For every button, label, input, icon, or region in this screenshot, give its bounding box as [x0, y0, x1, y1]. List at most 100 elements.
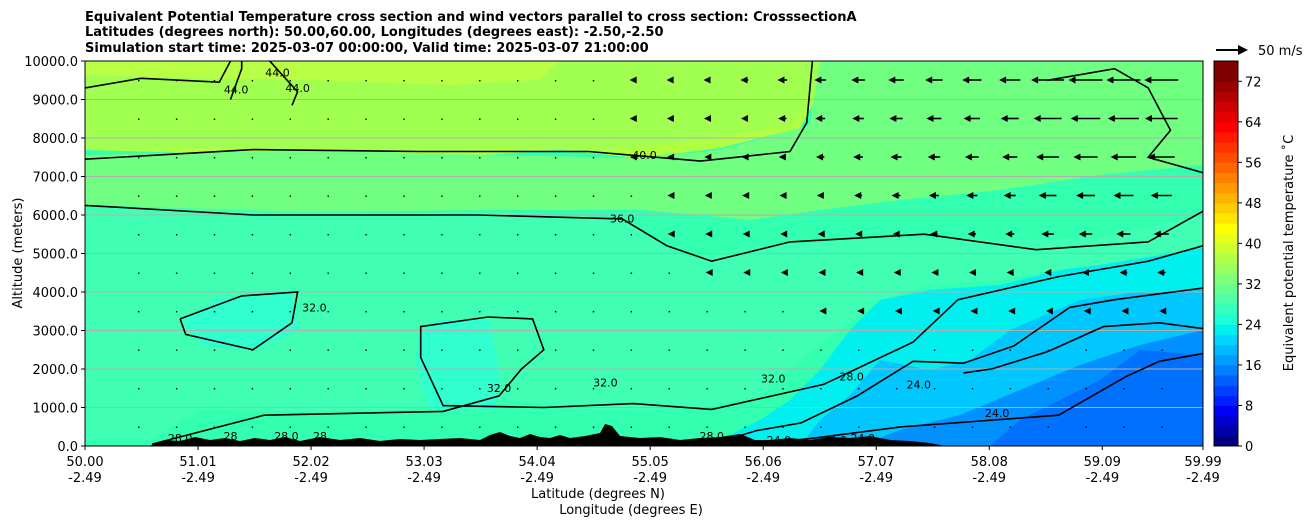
x-tick-label-lon: -2.49 — [746, 471, 780, 486]
wind-vector — [1000, 115, 1019, 122]
y-tick-label: 6000.0 — [33, 209, 79, 224]
quiver-key-arrowhead — [1238, 45, 1248, 55]
field-band-40b — [85, 61, 560, 85]
wind-vector — [592, 195, 595, 197]
colorbar: 0 8 16 24 32 40 48 56 64 72 — [1213, 60, 1262, 455]
colorbar-segment — [1214, 375, 1238, 386]
wind-vector — [517, 234, 519, 236]
contour-label: 28.0 — [839, 371, 864, 384]
wind-vector — [742, 230, 750, 238]
wind-vector — [213, 234, 216, 236]
colorbar-segment — [1214, 273, 1238, 285]
wind-vector — [820, 349, 822, 351]
colorbar-segment — [1214, 334, 1238, 346]
wind-vector — [896, 388, 898, 390]
wind-vector — [925, 76, 943, 84]
contour-label: 28.0 — [168, 432, 193, 445]
wind-vector — [327, 426, 329, 428]
wind-vector — [706, 349, 708, 351]
wind-vector — [1073, 153, 1098, 161]
wind-vector — [741, 115, 749, 122]
wind-vector — [890, 153, 902, 161]
wind-vector — [896, 426, 898, 428]
wind-vector — [251, 272, 254, 274]
wind-vector — [893, 269, 901, 276]
wind-vector — [668, 272, 670, 274]
wind-vector — [479, 272, 481, 274]
contour-label: 44.0 — [265, 66, 290, 79]
wind-vector — [742, 192, 750, 199]
colorbar-segment — [1214, 142, 1238, 153]
wind-vector — [365, 426, 367, 428]
wind-vector — [851, 76, 865, 84]
wind-vector — [932, 307, 940, 315]
wind-vector — [705, 269, 713, 276]
colorbar-segment — [1214, 344, 1238, 356]
wind-vector — [592, 234, 595, 236]
wind-vector — [365, 80, 367, 82]
wind-vector — [889, 115, 903, 122]
wind-vector — [782, 311, 784, 313]
x-tick-label-lat: 51.01 — [179, 455, 216, 470]
wind-vector — [1119, 269, 1128, 276]
wind-vector — [933, 349, 936, 351]
wind-vector — [138, 234, 140, 236]
wind-vector — [1078, 230, 1093, 238]
wind-vector — [892, 230, 900, 238]
colorbar-segment — [1214, 415, 1238, 427]
y-tick-label: 8000.0 — [33, 132, 79, 147]
colorbar-tick-label: 0 — [1245, 440, 1253, 455]
colorbar-segment — [1214, 314, 1238, 325]
wind-vector — [592, 349, 595, 351]
x-tick-label-lon: -2.49 — [1085, 471, 1119, 486]
wind-vector — [251, 80, 254, 82]
wind-vector — [175, 349, 178, 351]
field-band-36 — [85, 61, 1203, 220]
wind-vector — [630, 388, 633, 390]
wind-vector — [814, 76, 827, 84]
wind-vector — [289, 388, 291, 390]
wind-vector — [1123, 426, 1125, 428]
contour-line-44 — [229, 61, 243, 100]
wind-vector — [630, 195, 633, 197]
wind-vector — [967, 230, 976, 238]
wind-vector — [327, 80, 329, 82]
contour-line-24 — [756, 352, 1203, 445]
wind-vector — [1045, 307, 1053, 315]
wind-vector — [1121, 307, 1129, 315]
x-tick-label-lon: -2.49 — [181, 471, 215, 486]
wind-vector — [441, 426, 443, 428]
wind-vector — [1009, 349, 1012, 351]
contour-label: 40.0 — [632, 149, 657, 162]
wind-vector — [592, 157, 595, 159]
wind-vector — [971, 426, 974, 428]
wind-vector — [554, 311, 557, 313]
wind-vector — [289, 195, 291, 197]
wind-vector — [592, 80, 595, 82]
x-tick-label-lon: -2.49 — [294, 471, 328, 486]
wind-vector — [251, 195, 254, 197]
contour-line-40 — [1047, 67, 1203, 174]
wind-vector — [744, 311, 746, 313]
wind-vector — [703, 76, 711, 84]
wind-vector — [856, 269, 864, 276]
wind-vector — [365, 195, 367, 197]
colorbar-segment — [1214, 263, 1238, 275]
colorbar-segment — [1214, 131, 1238, 143]
wind-vector — [1116, 230, 1131, 238]
colorbar-segment — [1214, 111, 1238, 123]
wind-vector — [592, 426, 595, 428]
wind-vector — [1047, 426, 1049, 428]
wind-vector — [441, 118, 443, 120]
x-axis-label-lon: Longitude (degrees E) — [559, 503, 703, 518]
wind-vector — [1002, 153, 1018, 161]
x-tick-label-lat: 59.99 — [1184, 455, 1221, 470]
x-tick-label-lat: 59.09 — [1084, 455, 1121, 470]
y-tick-label: 3000.0 — [33, 325, 79, 340]
contour-line-32 — [179, 291, 299, 351]
wind-vector — [403, 118, 405, 120]
wind-vector — [780, 230, 788, 238]
wind-vector — [289, 118, 291, 120]
wind-vector — [999, 76, 1021, 84]
colorbar-segment — [1214, 162, 1238, 173]
